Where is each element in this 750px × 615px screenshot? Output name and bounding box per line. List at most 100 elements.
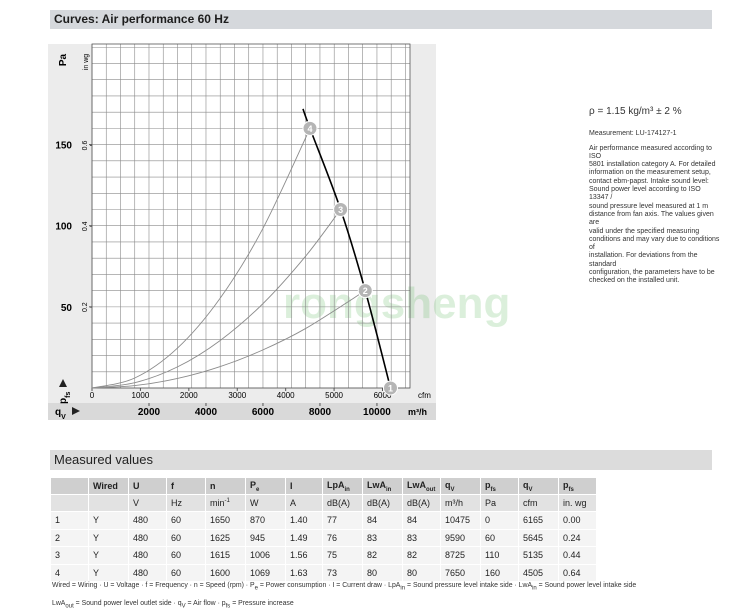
table-cell: 480: [128, 546, 167, 565]
arrow: [59, 379, 67, 387]
table-cell: LwAin: [362, 477, 403, 495]
y-tick-label: 50: [61, 303, 73, 314]
cell-text: 80: [367, 567, 378, 578]
cell-text: n: [210, 481, 216, 491]
table-cell: Pa: [480, 494, 519, 512]
x-tick-label: 8000: [309, 407, 332, 418]
curve: [91, 290, 366, 389]
label-sub: fs: [65, 392, 72, 398]
table-cell: 75: [322, 546, 363, 565]
table-cell: 9590: [440, 528, 481, 547]
y-tick-label: 100: [55, 222, 72, 233]
cell-text: 480: [133, 567, 149, 578]
table-cell: f: [166, 477, 206, 495]
note-line: installation. For deviations from the st…: [589, 252, 698, 268]
footnote-text-sub: in: [532, 585, 537, 592]
table-cell: [88, 494, 129, 512]
table-cell: 0: [480, 511, 519, 530]
cell-text: 1650: [210, 515, 231, 526]
cell-text: 1.49: [290, 532, 308, 543]
point-label: 4: [307, 124, 312, 134]
x-tick-label: 2000: [138, 407, 161, 418]
y-axis-label: Pa: [58, 53, 69, 66]
table-cell: dB(A): [402, 494, 441, 512]
table-cell: 60: [480, 528, 519, 547]
cell-text: p: [485, 479, 491, 490]
chart: rongsheng 50 100 150 0.2 0.4 0.6 0 1000 2000 3000 4…: [48, 43, 510, 421]
arrow: [72, 407, 80, 415]
cell-text-sub: V: [528, 486, 533, 493]
table-cell: V: [128, 494, 167, 512]
cell-text: Wired: [93, 481, 118, 491]
table-cell: 60: [166, 563, 206, 582]
plot-frame: [91, 43, 411, 389]
cell-text: 1600: [210, 567, 231, 578]
cell-text: q: [523, 479, 529, 490]
table-cell: 8725: [440, 546, 481, 565]
cell-text: dB(A): [367, 498, 391, 508]
table-cell: A: [285, 494, 323, 512]
measurement: Measurement: LU-174127-1: [589, 130, 677, 138]
cell-text: 84: [367, 515, 378, 526]
table-row: 4 Y 480 60 1600 1069 1.63 73 80 80 7650 160 4505 0.64: [50, 563, 597, 582]
footnote-text: Wired = Wiring · U = Voltage · f = Frequ…: [52, 582, 255, 589]
cell-text-sub: out: [426, 486, 436, 493]
table-row: 3 Y 480 60 1615 1006 1.56 75 82 82 8725 110 5135 0.44: [50, 546, 597, 565]
x-tick-label: 10000: [363, 407, 391, 418]
cell-text: 0.64: [563, 567, 581, 578]
table-cell: LpAin: [322, 477, 363, 495]
table-cell: 60: [166, 546, 206, 565]
table-cell: qV: [518, 477, 559, 495]
table-cell: 10475: [440, 511, 481, 530]
cell-text-sub: fs: [490, 486, 496, 493]
note-line: contact ebm-papst. Intake sound level:: [589, 177, 709, 185]
table-cell: 480: [128, 528, 167, 547]
cell-text: 0.00: [563, 515, 581, 526]
table-cell: dB(A): [362, 494, 403, 512]
cell-text: Hz: [171, 498, 182, 508]
x2-tick-label: 1000: [132, 391, 150, 400]
table-cell: 110: [480, 546, 519, 565]
table-cell: 1.56: [285, 546, 323, 565]
y-tick-label: 150: [55, 141, 72, 152]
curve: [91, 209, 341, 389]
cell-text: 0.44: [563, 550, 581, 561]
point-label: 2: [363, 286, 368, 296]
cell-text: 1.56: [290, 550, 308, 561]
table-cell: Y: [88, 511, 129, 530]
table-cell: 1600: [205, 563, 246, 582]
table-cell: 1006: [245, 546, 286, 565]
x2-tick-label: 2000: [180, 391, 198, 400]
table-cell: min-1: [205, 494, 246, 512]
table-row: 2 Y 480 60 1625 945 1.49 76 83 83 9590 60 5645 0.24: [50, 528, 597, 547]
cell-text: 76: [327, 532, 338, 543]
footnote-text-sub: e: [254, 585, 258, 592]
table-cell: 76: [322, 528, 363, 547]
table-cell: 1625: [205, 528, 246, 547]
curve: [91, 128, 311, 389]
table-cell: 0.64: [558, 563, 597, 582]
cell-text: Y: [93, 532, 100, 543]
table-cell: in. wg: [558, 494, 597, 512]
cell-text: 1625: [210, 532, 231, 543]
table-cell: 0.00: [558, 511, 597, 530]
operating-point: [357, 283, 373, 299]
cell-text: 60: [171, 515, 182, 526]
cell-text: W: [250, 498, 259, 508]
cell-text: 7650: [445, 567, 466, 578]
info-panel: ρ = 1.15 kg/m³ ± 2 % Measurement: LU-1741…: [589, 106, 721, 286]
cell-text: Y: [93, 550, 100, 561]
cell-text-sub: e: [256, 486, 260, 493]
cell-text: 160: [485, 567, 501, 578]
note-line: configuration, the parameters have to be: [589, 269, 715, 277]
cell-text: 1069: [250, 567, 271, 578]
table-cell: 4505: [518, 563, 559, 582]
note-line: distance from fan axis. The values given…: [589, 210, 714, 227]
note-line: sound pressure level measured at 1 m: [589, 202, 709, 210]
table-cell: Y: [88, 546, 129, 565]
footnote-text: = Air flow · p: [185, 600, 226, 608]
x2-tick-label: 6000: [374, 391, 392, 400]
section-title: Measured values: [50, 450, 712, 470]
cell-text: 82: [407, 550, 418, 561]
